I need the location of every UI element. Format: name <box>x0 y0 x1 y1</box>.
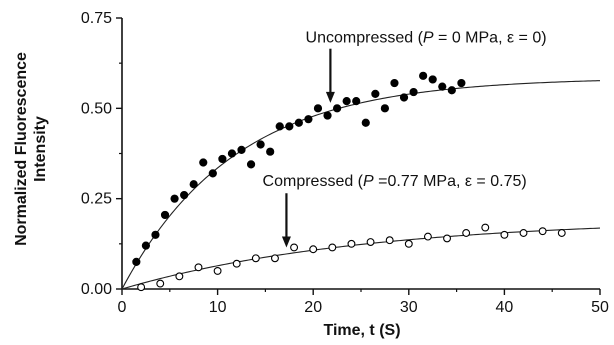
point-uncompressed <box>438 82 447 91</box>
y-axis-title-line2: Intensity <box>32 116 49 182</box>
point-compressed <box>271 254 279 263</box>
arrow-head-uncompressed <box>325 91 335 103</box>
point-compressed <box>481 223 490 232</box>
point-uncompressed <box>447 86 456 95</box>
point-compressed <box>347 239 356 248</box>
point-uncompressed <box>333 104 342 113</box>
ticks: 0 10 20 30 40 50 0.00 0.25 0.50 0.75 <box>81 10 609 316</box>
y-axis-title-line1: Normalized Fluorescence <box>13 52 30 246</box>
x-tick-label: 10 <box>209 299 227 316</box>
point-compressed <box>175 272 184 281</box>
point-uncompressed <box>352 97 361 106</box>
point-uncompressed <box>342 97 351 106</box>
point-compressed <box>366 238 375 246</box>
point-uncompressed <box>361 118 370 127</box>
point-compressed <box>462 229 471 237</box>
point-uncompressed <box>160 210 170 220</box>
point-compressed <box>385 236 394 245</box>
fit-curve-compressed <box>121 227 601 290</box>
annotations: Uncompressed (P = 0 MPa, ε = 0) Compresse… <box>263 30 547 248</box>
x-tick-label: 30 <box>400 299 418 316</box>
point-compressed <box>137 283 146 292</box>
point-uncompressed <box>246 160 256 169</box>
point-compressed <box>232 259 241 268</box>
x-axis-title: Time, t (S) <box>323 322 400 339</box>
point-uncompressed <box>285 122 294 131</box>
point-compressed <box>213 266 222 275</box>
y-axis-title: Normalized Fluorescence Intensity <box>13 52 49 246</box>
point-compressed <box>404 239 413 248</box>
point-compressed <box>290 243 299 252</box>
point-compressed <box>156 279 165 288</box>
point-uncompressed <box>199 158 208 167</box>
data-points <box>132 71 566 292</box>
arrow-head-compressed <box>281 236 291 248</box>
label-uncompressed: Uncompressed (P = 0 MPa, ε = 0) <box>306 30 547 47</box>
point-compressed <box>309 245 318 254</box>
point-uncompressed <box>313 104 323 113</box>
x-tick-label: 0 <box>118 299 127 316</box>
point-uncompressed <box>371 89 380 98</box>
point-uncompressed <box>180 190 189 200</box>
point-uncompressed <box>189 180 198 189</box>
point-compressed <box>500 230 509 239</box>
point-uncompressed <box>380 104 390 113</box>
point-uncompressed <box>409 87 418 97</box>
point-uncompressed <box>275 122 284 131</box>
point-uncompressed <box>208 169 217 178</box>
point-uncompressed <box>141 241 150 250</box>
point-uncompressed <box>266 147 275 156</box>
point-uncompressed <box>457 78 466 88</box>
x-tick-label: 20 <box>304 299 322 316</box>
point-compressed <box>443 234 451 243</box>
point-compressed <box>538 227 547 236</box>
point-compressed <box>251 254 260 263</box>
point-uncompressed <box>237 145 246 154</box>
point-compressed <box>194 263 203 272</box>
point-uncompressed <box>151 230 160 239</box>
point-uncompressed <box>132 257 141 267</box>
label-compressed: Compressed (P =0.77 MPa, ε = 0.75) <box>263 173 527 190</box>
point-compressed <box>519 229 528 237</box>
point-uncompressed <box>170 194 179 203</box>
point-uncompressed <box>428 75 437 84</box>
x-tick-label: 50 <box>591 299 609 316</box>
point-uncompressed <box>390 78 399 88</box>
point-uncompressed <box>227 149 237 158</box>
point-uncompressed <box>304 115 313 124</box>
y-tick-label: 0.50 <box>81 100 112 117</box>
y-tick-label: 0.00 <box>81 281 112 298</box>
x-tick-label: 40 <box>496 299 514 316</box>
point-uncompressed <box>294 118 303 127</box>
point-uncompressed <box>256 140 265 149</box>
axes <box>121 18 600 290</box>
point-compressed <box>557 229 566 237</box>
point-uncompressed <box>399 93 409 102</box>
point-compressed <box>328 243 337 252</box>
fit-curve-uncompressed <box>121 80 601 290</box>
point-uncompressed <box>218 154 227 164</box>
point-compressed <box>423 232 432 241</box>
point-uncompressed <box>419 71 428 80</box>
point-uncompressed <box>323 111 332 120</box>
y-tick-label: 0.25 <box>81 191 112 208</box>
y-tick-label: 0.75 <box>81 10 112 27</box>
